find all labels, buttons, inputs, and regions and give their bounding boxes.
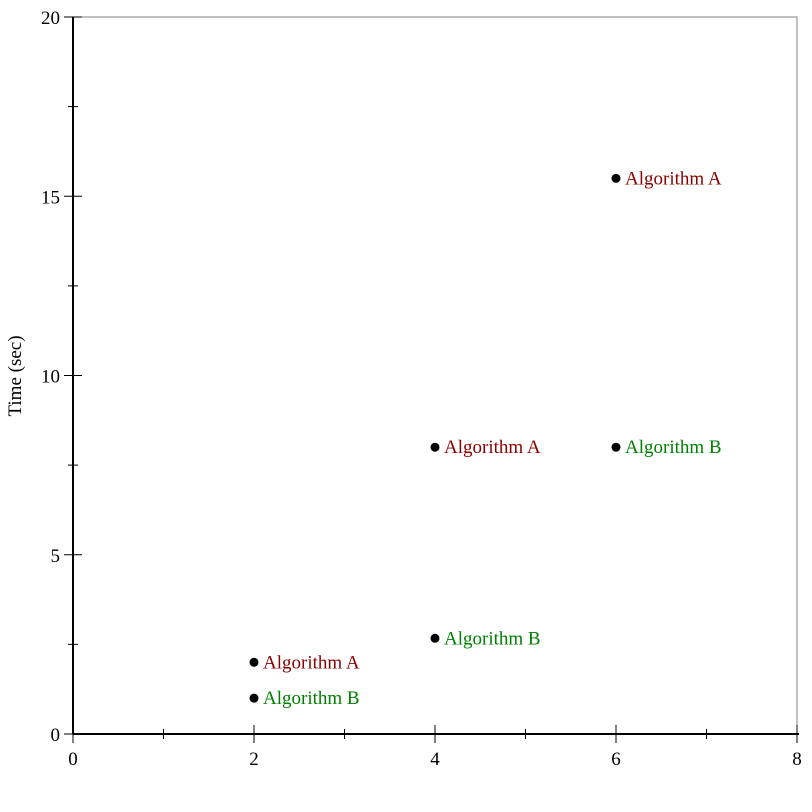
data-point	[611, 442, 621, 452]
plot-frame	[72, 16, 798, 735]
point-label: Algorithm A	[263, 652, 360, 673]
y-tick-label: 20	[41, 8, 60, 29]
point-label: Algorithm A	[625, 168, 722, 189]
x-tick-label: 6	[611, 749, 621, 770]
y-tick-label: 0	[51, 725, 61, 746]
point-label: Algorithm B	[444, 628, 541, 649]
x-tick-label: 0	[68, 749, 78, 770]
data-point	[430, 633, 440, 643]
ticks: 0 2 4 6 8 0 5 10 15 20	[41, 8, 802, 770]
point-label: Algorithm B	[625, 437, 722, 458]
y-tick-label: 15	[41, 187, 60, 208]
data-point	[611, 173, 621, 183]
y-tick-label: 5	[51, 546, 61, 567]
data-point	[430, 442, 440, 452]
x-tick-label: 8	[792, 749, 802, 770]
x-tick-label: 4	[430, 749, 440, 770]
y-tick-label: 10	[41, 367, 60, 388]
marks: Algorithm A Algorithm A Algorithm A Algorit…	[249, 168, 722, 709]
point-label: Algorithm A	[444, 437, 541, 458]
x-tick-label: 2	[249, 749, 259, 770]
data-point	[249, 657, 259, 667]
data-point	[249, 693, 259, 703]
axes	[72, 17, 799, 735]
y-axis-title: Time (sec)	[5, 335, 26, 416]
point-label: Algorithm B	[263, 688, 360, 709]
